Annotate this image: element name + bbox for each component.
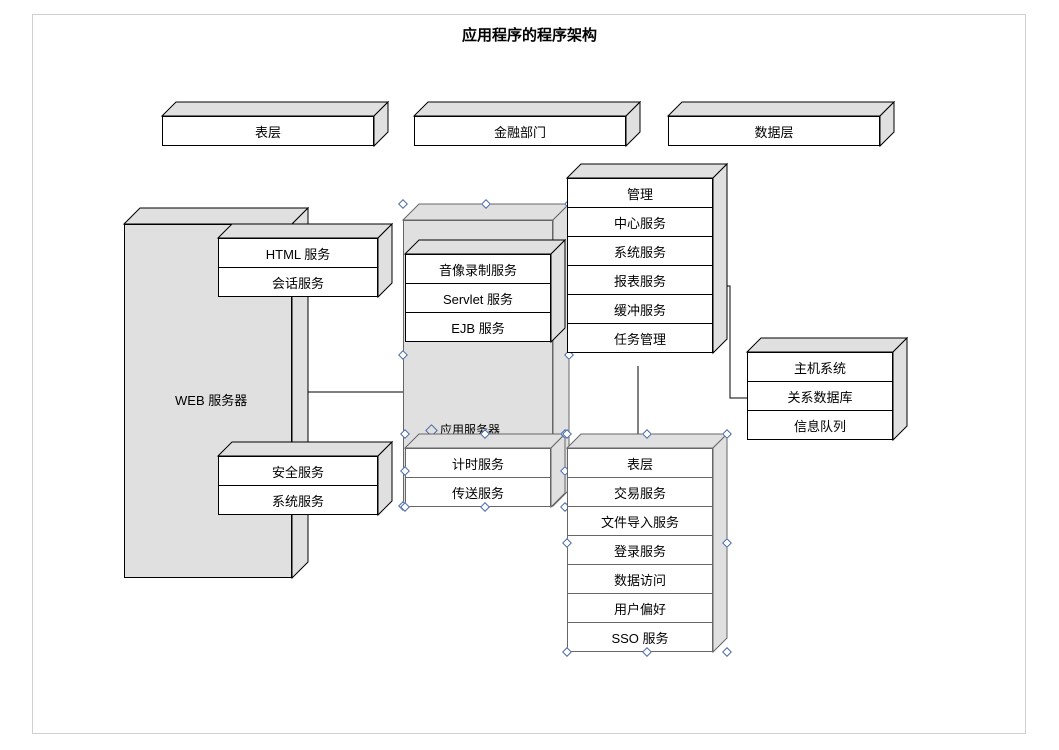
stk-pres2-row-3: 登录服务	[567, 535, 713, 565]
hdr-data-label: 数据层	[668, 116, 880, 146]
stk-av-row-1: Servlet 服务	[405, 283, 551, 313]
stk-html-row-0: HTML 服务	[218, 238, 378, 268]
stk-mgmt-row-0: 管理	[567, 178, 713, 208]
stk-pres2: 表层交易服务文件导入服务登录服务数据访问用户偏好SSO 服务	[567, 434, 727, 652]
stk-host-row-2: 信息队列	[747, 410, 893, 440]
stk-mgmt-row-2: 系统服务	[567, 236, 713, 266]
stk-security-row-0: 安全服务	[218, 456, 378, 486]
stk-pres2-row-1: 交易服务	[567, 477, 713, 507]
hdr-presentation-label: 表层	[162, 116, 374, 146]
stk-security: 安全服务系统服务	[218, 442, 392, 515]
stk-mgmt-row-1: 中心服务	[567, 207, 713, 237]
stk-timer-row-0: 计时服务	[405, 448, 551, 478]
stk-host-row-1: 关系数据库	[747, 381, 893, 411]
stk-html: HTML 服务会话服务	[218, 224, 392, 297]
diagram-title: 应用程序的程序架构	[0, 24, 1059, 45]
web-server-label: WEB 服务器	[175, 390, 247, 409]
stk-timer-row-1: 传送服务	[405, 477, 551, 507]
stk-html-row-1: 会话服务	[218, 267, 378, 297]
stk-pres2-row-6: SSO 服务	[567, 622, 713, 652]
stk-host: 主机系统关系数据库信息队列	[747, 338, 907, 440]
stk-security-row-1: 系统服务	[218, 485, 378, 515]
hdr-presentation: 表层	[162, 102, 388, 146]
stk-pres2-row-0: 表层	[567, 448, 713, 478]
stk-mgmt: 管理中心服务系统服务报表服务缓冲服务任务管理	[567, 164, 727, 353]
stk-pres2-row-4: 数据访问	[567, 564, 713, 594]
stk-pres2-row-2: 文件导入服务	[567, 506, 713, 536]
hdr-finance: 金融部门	[414, 102, 640, 146]
diagram-canvas: 应用程序的程序架构 表层金融部门数据层WEB 服务器应用服务器HTML 服务会话…	[0, 0, 1059, 750]
stk-av-row-0: 音像录制服务	[405, 254, 551, 284]
stk-host-row-0: 主机系统	[747, 352, 893, 382]
stk-mgmt-row-5: 任务管理	[567, 323, 713, 353]
stk-mgmt-row-3: 报表服务	[567, 265, 713, 295]
stk-av: 音像录制服务Servlet 服务EJB 服务	[405, 240, 565, 342]
hdr-finance-label: 金融部门	[414, 116, 626, 146]
stk-av-row-2: EJB 服务	[405, 312, 551, 342]
hdr-data: 数据层	[668, 102, 894, 146]
stk-mgmt-row-4: 缓冲服务	[567, 294, 713, 324]
stk-pres2-row-5: 用户偏好	[567, 593, 713, 623]
stk-timer: 计时服务传送服务	[405, 434, 565, 507]
